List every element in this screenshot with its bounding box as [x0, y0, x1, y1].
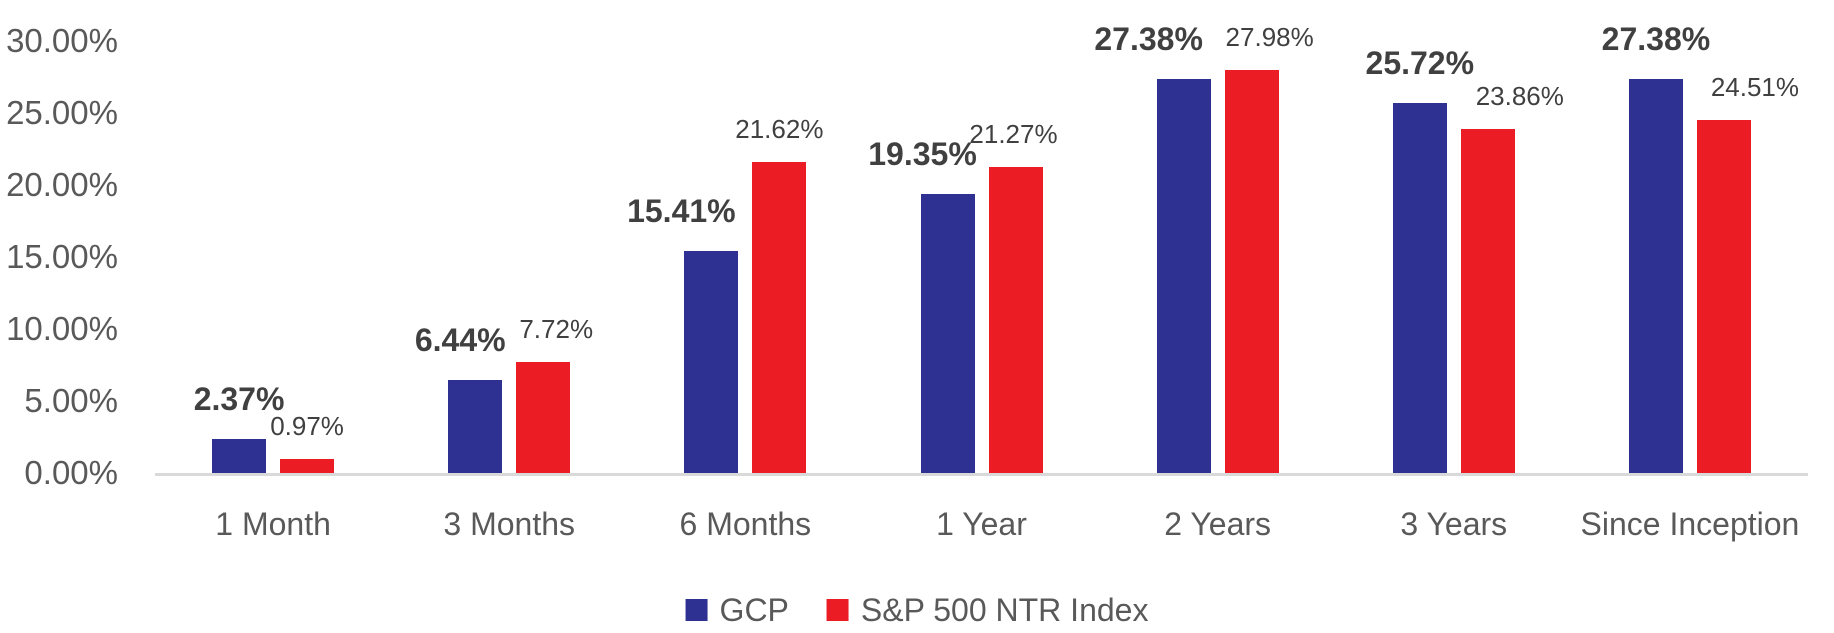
y-tick-label-5-00: 5.00% [24, 382, 118, 419]
bar-s-p-500-ntr-index-3-months [516, 361, 571, 473]
bar-gcp-2-years [1156, 78, 1211, 473]
data-label-s-p-500-ntr-index-2-years: 27.98% [1225, 22, 1314, 53]
y-tick-label-30-00: 30.00% [6, 22, 118, 59]
data-label-gcp-6-months: 15.41% [627, 193, 736, 230]
data-label-gcp-1-year: 19.35% [868, 136, 977, 173]
bar-s-p-500-ntr-index-since-inception [1696, 120, 1751, 473]
plot-area: 2.37% 0.97% 6.44% 7.72% 15.41% 21.62% 19.35% 21… [155, 23, 1808, 473]
bar-s-p-500-ntr-index-1-month [280, 459, 335, 473]
data-label-gcp-3-months: 6.44% [414, 322, 506, 359]
legend-label-s-p-500-ntr-index: S&P 500 NTR Index [860, 592, 1149, 628]
legend: GCP S&P 500 NTR Index [685, 592, 1149, 628]
legend-swatch-icon-s-p-500-ntr-index [826, 599, 849, 621]
x-axis-label-3-years: 3 Years [1400, 506, 1508, 542]
bar-s-p-500-ntr-index-2-years [1224, 70, 1279, 473]
x-axis-baseline [155, 473, 1808, 476]
bar-s-p-500-ntr-index-6-months [752, 161, 807, 473]
y-tick-label-0-00: 0.00% [24, 454, 118, 491]
bar-gcp-1-year [920, 194, 975, 473]
data-label-s-p-500-ntr-index-1-month: 0.97% [270, 411, 344, 442]
x-axis: 1 Month 3 Months 6 Months 1 Year 2 Years 3 Ye… [155, 506, 1808, 546]
bar-gcp-since-inception [1628, 78, 1683, 473]
data-label-gcp-3-years: 25.72% [1365, 44, 1475, 81]
legend-item-gcp: GCP [685, 592, 789, 628]
x-axis-label-1-month: 1 Month [215, 506, 331, 542]
data-label-gcp-since-inception: 27.38% [1601, 20, 1711, 57]
data-label-gcp-2-years: 27.38% [1094, 20, 1203, 57]
bar-s-p-500-ntr-index-3-years [1460, 129, 1515, 473]
legend-item-s-p-500-ntr-index: S&P 500 NTR Index [826, 592, 1149, 628]
x-axis-label-6-months: 6 Months [679, 506, 812, 542]
bar-gcp-6-months [684, 251, 739, 473]
x-axis-label-2-years: 2 Years [1164, 506, 1272, 542]
x-axis-label-1-year: 1 Year [936, 506, 1027, 542]
data-label-s-p-500-ntr-index-3-years: 23.86% [1475, 81, 1564, 112]
y-tick-label-25-00: 25.00% [6, 94, 118, 131]
legend-swatch-icon-gcp [685, 599, 708, 621]
y-tick-label-10-00: 10.00% [6, 310, 118, 347]
data-label-s-p-500-ntr-index-3-months: 7.72% [519, 313, 594, 344]
data-label-s-p-500-ntr-index-since-inception: 24.51% [1710, 72, 1800, 103]
y-tick-label-15-00: 15.00% [6, 238, 118, 275]
legend-label-gcp: GCP [719, 592, 789, 628]
data-label-s-p-500-ntr-index-6-months: 21.62% [735, 113, 824, 144]
x-axis-label-3-months: 3 Months [443, 506, 576, 542]
bar-gcp-3-months [448, 380, 503, 473]
x-axis-label-since-inception: Since Inception [1580, 506, 1800, 542]
data-label-s-p-500-ntr-index-1-year: 21.27% [969, 118, 1058, 149]
y-axis: 30.00% 25.00% 20.00% 15.00% 10.00% 5.00% 0.00% [0, 0, 118, 633]
y-tick-label-20-00: 20.00% [6, 166, 118, 203]
bar-gcp-1-month [212, 438, 267, 473]
data-label-gcp-1-month: 2.37% [193, 380, 285, 417]
bar-s-p-500-ntr-index-1-year [988, 166, 1043, 473]
bar-gcp-3-years [1392, 102, 1447, 473]
